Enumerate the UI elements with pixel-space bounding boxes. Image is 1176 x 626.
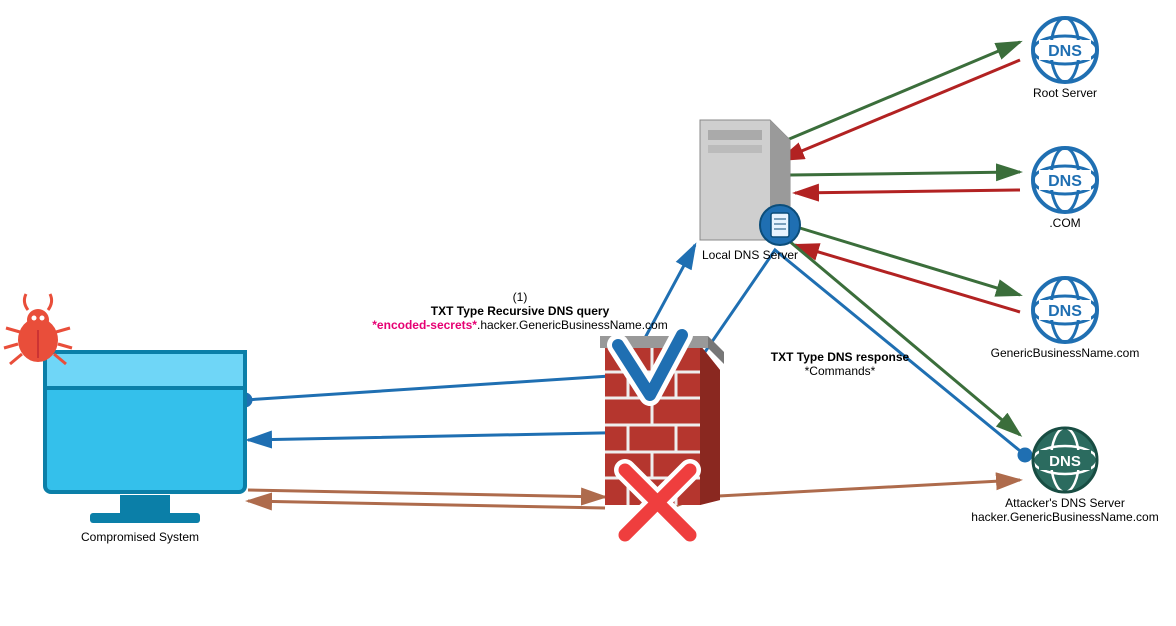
response-title: TXT Type DNS response bbox=[730, 350, 950, 364]
response-block: TXT Type DNS response *Commands* bbox=[730, 350, 950, 378]
query-num: (1) bbox=[330, 290, 710, 304]
diagram-canvas: DNS DNS DNS DNS Compromised System Local… bbox=[0, 0, 1176, 621]
arrow-blocked-out bbox=[248, 490, 605, 497]
arrow-blocked-back bbox=[248, 501, 605, 508]
local-dns-label: Local DNS Server bbox=[685, 248, 815, 262]
compromised-system-icon bbox=[45, 352, 245, 523]
query-block: (1) TXT Type Recursive DNS query *encode… bbox=[330, 290, 710, 332]
query-title: TXT Type Recursive DNS query bbox=[330, 304, 710, 318]
gbn-label: GenericBusinessName.com bbox=[985, 346, 1145, 360]
root-label: Root Server bbox=[1015, 86, 1115, 100]
arrow-server-attacker bbox=[788, 240, 1020, 435]
arrow-com-server bbox=[795, 190, 1020, 193]
local-dns-server-icon bbox=[700, 120, 800, 245]
attacker-sublabel: hacker.GenericBusinessName.com bbox=[965, 510, 1165, 524]
query-remainder: .hacker.GenericBusinessName.com bbox=[477, 318, 668, 332]
arrow-server-com bbox=[790, 172, 1020, 175]
query-line: *encoded-secrets*.hacker.GenericBusiness… bbox=[330, 318, 710, 332]
attacker-label: Attacker's DNS Server bbox=[965, 496, 1165, 510]
svg-text:DNS: DNS bbox=[1048, 173, 1082, 190]
svg-text:DNS: DNS bbox=[1049, 453, 1081, 470]
arrow-server-root bbox=[775, 42, 1020, 145]
dns-globe-root: DNS bbox=[1033, 18, 1097, 82]
arrow-server-gbn bbox=[790, 225, 1020, 295]
dns-globe-attacker: DNS bbox=[1033, 428, 1097, 492]
svg-text:DNS: DNS bbox=[1048, 303, 1082, 320]
dns-globe-com: DNS bbox=[1033, 148, 1097, 212]
arrow-blocked-right bbox=[700, 480, 1020, 497]
arrow-gbn-server bbox=[795, 245, 1020, 312]
dns-globe-gbn: DNS bbox=[1033, 278, 1097, 342]
svg-text:DNS: DNS bbox=[1048, 43, 1082, 60]
arrow-root-server bbox=[780, 60, 1020, 160]
compromised-label: Compromised System bbox=[40, 530, 240, 544]
com-label: .COM bbox=[1015, 216, 1115, 230]
query-secrets: *encoded-secrets* bbox=[372, 318, 477, 332]
response-body: *Commands* bbox=[730, 364, 950, 378]
